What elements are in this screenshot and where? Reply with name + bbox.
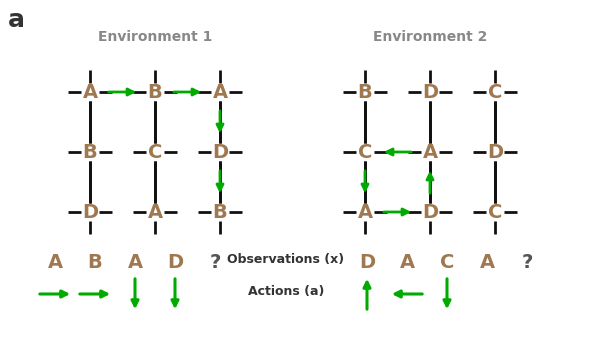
Text: A: A [83, 83, 97, 101]
Text: D: D [82, 202, 98, 222]
Text: Environment 2: Environment 2 [373, 30, 487, 44]
Text: B: B [358, 83, 372, 101]
Text: ?: ? [209, 253, 221, 272]
Text: B: B [213, 202, 227, 222]
Text: A: A [358, 202, 373, 222]
Text: D: D [212, 143, 228, 161]
Text: C: C [488, 202, 502, 222]
Text: D: D [422, 83, 438, 101]
Text: B: B [148, 83, 162, 101]
Text: A: A [47, 253, 63, 272]
Text: ?: ? [521, 253, 533, 272]
Text: Actions (a): Actions (a) [248, 286, 324, 299]
Text: C: C [488, 83, 502, 101]
Text: C: C [440, 253, 454, 272]
Text: B: B [88, 253, 102, 272]
Text: D: D [167, 253, 183, 272]
Text: A: A [399, 253, 415, 272]
Text: A: A [147, 202, 162, 222]
Text: A: A [128, 253, 142, 272]
Text: D: D [359, 253, 375, 272]
Text: C: C [148, 143, 162, 161]
Text: A: A [423, 143, 438, 161]
Text: Observations (x): Observations (x) [227, 253, 345, 266]
Text: D: D [422, 202, 438, 222]
Text: D: D [487, 143, 503, 161]
Text: B: B [83, 143, 97, 161]
Text: C: C [358, 143, 372, 161]
Text: Environment 1: Environment 1 [98, 30, 212, 44]
Text: A: A [212, 83, 227, 101]
Text: A: A [480, 253, 494, 272]
Text: a: a [8, 8, 25, 32]
